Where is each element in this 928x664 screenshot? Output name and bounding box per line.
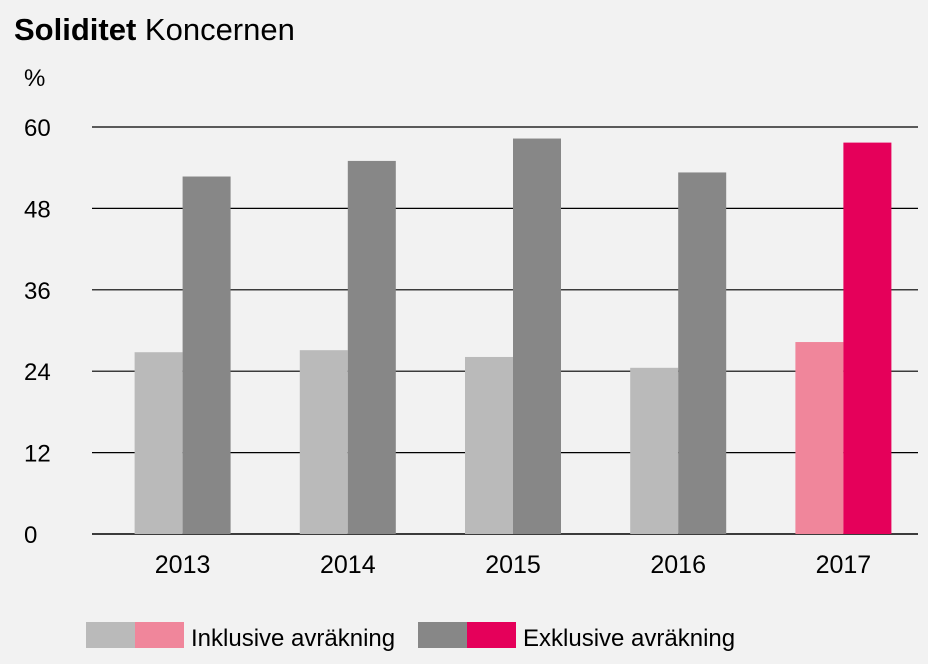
y-tick-label-12: 12 [24,441,51,468]
legend-swatch-exklusive-highlight [467,622,516,648]
y-tick-label-36: 36 [24,278,51,305]
bar-2015-exklusive [513,138,561,534]
x-tick-label-2014: 2014 [320,551,376,579]
bar-2016-inklusive [630,367,679,534]
legend: Inklusive avräkning Exklusive avräkning [86,622,735,652]
chart-title-bold: Soliditet [14,12,136,47]
y-tick-label-60: 60 [24,115,51,142]
chart-title: Soliditet Koncernen [14,12,295,47]
y-tick-label-48: 48 [24,196,51,223]
bar-2017-exklusive [843,142,892,534]
y-tick-label-0: 0 [24,522,37,549]
legend-swatch-inklusive-grey [86,622,135,648]
bar-2014-inklusive [299,350,348,534]
legend-label-inklusive: Inklusive avräkning [191,625,395,652]
x-tick-label-2013: 2013 [155,551,211,579]
y-tick-label-24: 24 [24,359,51,386]
y-tick-labels: 0 12 24 36 48 60 [24,115,51,549]
legend-swatch-exklusive-grey [418,622,467,648]
y-axis-label: % [24,65,45,92]
x-tick-label-2017: 2017 [816,551,872,579]
bar-2013-exklusive [182,176,231,535]
bars [134,138,892,535]
bar-2016-exklusive [678,172,727,534]
x-tick-labels: 2013 2014 2015 2016 2017 [155,551,871,579]
x-tick-label-2015: 2015 [485,551,541,579]
bar-2017-inklusive [795,342,844,534]
bar-2015-inklusive [465,356,513,534]
bar-2013-inklusive [134,352,183,534]
legend-swatch-inklusive-highlight [135,622,184,648]
bar-2014-exklusive [347,160,396,534]
legend-label-exklusive: Exklusive avräkning [523,625,735,652]
x-tick-label-2016: 2016 [650,551,706,579]
chart-title-rest: Koncernen [145,12,295,47]
